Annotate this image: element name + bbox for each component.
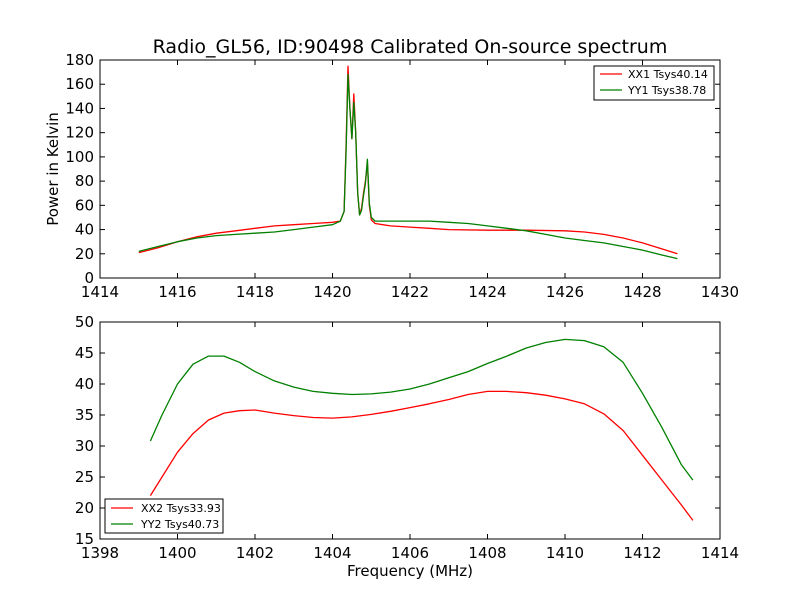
bottom-series-line-2 [149, 338, 694, 481]
bottom-x-tick-label: 1412 [623, 544, 661, 562]
bottom-series-line-1 [149, 390, 694, 521]
bottom-legend-box [104, 498, 224, 534]
bottom-x-tick-label: 1406 [391, 544, 429, 562]
bottom-y-tick-label: 15 [75, 530, 94, 548]
top-plot: 1414 1416 1418 1420 1422 1424 1426 1428 1430 0 20 4… [44, 51, 739, 301]
bottom-x-tick-label: 1410 [546, 544, 584, 562]
top-x-tick-label: 1430 [701, 283, 739, 301]
top-x-tick-label: 1422 [391, 283, 429, 301]
top-y-tick-label: 100 [65, 148, 94, 166]
bottom-x-tick-label: 1398 [81, 544, 119, 562]
top-x-tick-label: 1428 [623, 283, 661, 301]
top-lines [138, 65, 678, 260]
bottom-y-tick-label: 35 [75, 406, 94, 424]
bottom-y-tick-label: 30 [75, 437, 94, 455]
top-legend-label-yy1: YY1 Tsys38.78 [627, 84, 706, 97]
top-y-tick-label: 60 [75, 196, 94, 214]
top-x-tick-label: 1420 [313, 283, 351, 301]
bottom-ticks: 1398 1400 1402 1404 1406 1408 1410 1412 1414 15 20… [75, 313, 739, 562]
top-legend-label-xx1: XX1 Tsys40.14 [628, 68, 708, 81]
bottom-y-tick-label: 40 [75, 375, 94, 393]
top-x-tick-label: 1416 [158, 283, 196, 301]
bottom-legend-label-xx2: XX2 Tsys33.93 [141, 502, 221, 515]
bottom-x-tick-label: 1414 [701, 544, 739, 562]
top-y-tick-label: 160 [65, 75, 94, 93]
top-x-tick-label: 1418 [236, 283, 274, 301]
bottom-lines [149, 338, 694, 521]
bottom-y-tick-label: 25 [75, 468, 94, 486]
bottom-plot: 1398 1400 1402 1404 1406 1408 1410 1412 1414 15 20… [75, 313, 739, 580]
bottom-legend: XX2 Tsys33.93 YY2 Tsys40.73 [104, 498, 224, 534]
top-y-tick-label: 120 [65, 124, 94, 142]
top-y-tick-label: 140 [65, 99, 94, 117]
top-legend-box [593, 65, 715, 101]
chart-title: Radio_GL56, ID:90498 Calibrated On-sourc… [153, 36, 668, 58]
bottom-legend-label-yy2: YY2 Tsys40.73 [140, 518, 219, 531]
bottom-x-tick-label: 1402 [236, 544, 274, 562]
top-ticks: 1414 1416 1418 1420 1422 1424 1426 1428 1430 0 20 4… [65, 51, 739, 301]
bottom-y-tick-label: 20 [75, 499, 94, 517]
top-x-tick-label: 1424 [468, 283, 506, 301]
top-x-tick-label: 1414 [81, 283, 119, 301]
bottom-x-tick-label: 1400 [158, 544, 196, 562]
top-y-axis-label: Power in Kelvin [44, 112, 62, 226]
bottom-x-tick-label: 1408 [468, 544, 506, 562]
bottom-x-axis-label: Frequency (MHz) [347, 562, 473, 580]
bottom-x-tick-label: 1404 [313, 544, 351, 562]
top-x-tick-label: 1426 [546, 283, 584, 301]
bottom-y-tick-label: 50 [75, 313, 94, 331]
top-y-tick-label: 180 [65, 51, 94, 69]
top-legend: XX1 Tsys40.14 YY1 Tsys38.78 [593, 65, 715, 101]
top-y-tick-label: 80 [75, 172, 94, 190]
top-y-tick-label: 0 [84, 269, 94, 287]
bottom-y-tick-label: 45 [75, 344, 94, 362]
top-series-line-2 [138, 73, 678, 260]
top-y-tick-label: 20 [75, 245, 94, 263]
top-y-tick-label: 40 [75, 221, 94, 239]
